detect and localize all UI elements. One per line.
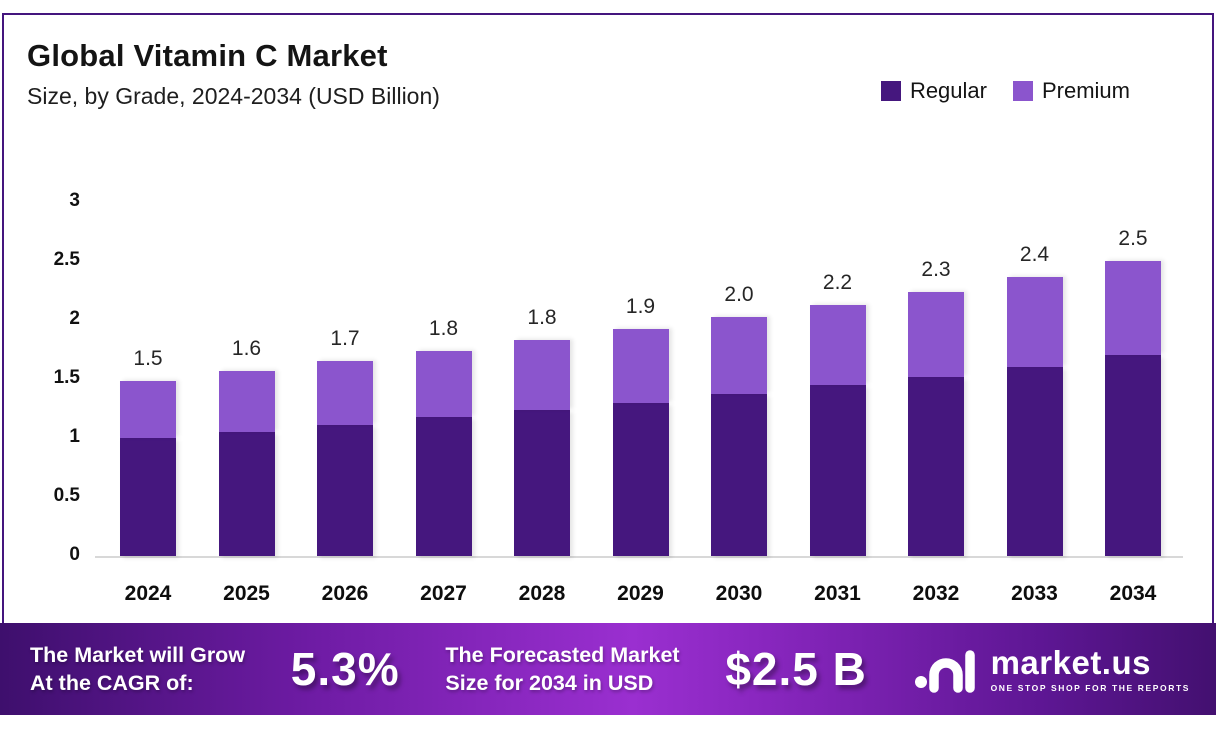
x-axis-label: 2031	[814, 582, 861, 605]
market-us-logo-icon	[914, 650, 975, 693]
bar-segment-regular	[514, 410, 570, 556]
x-axis-label: 2024	[124, 582, 172, 605]
bar-segment-regular	[711, 394, 767, 556]
x-axis-label: 2026	[321, 582, 369, 605]
x-axis-label: 2030	[715, 582, 763, 605]
page-subtitle: Size, by Grade, 2024-2034 (USD Billion)	[27, 83, 440, 109]
cagr-label: The Market will Grow At the CAGR of:	[30, 641, 245, 698]
bar-segment-premium	[415, 351, 472, 417]
bar-segment-regular	[317, 425, 373, 556]
bar-segment-regular	[612, 403, 669, 556]
x-axis-label: 2033	[1011, 582, 1058, 605]
brand-logo: market.us ONE STOP SHOP FOR THE REPORTS	[913, 641, 1190, 697]
chart-legend: Regular Premium	[880, 78, 1130, 104]
y-axis-tick: 1	[69, 426, 80, 447]
bar-total-label: 2.2	[822, 271, 853, 294]
bar-total-label: 1.7	[330, 327, 360, 350]
cagr-label-line2: At the CAGR of:	[30, 671, 194, 695]
y-axis-tick: 3	[69, 190, 80, 211]
x-axis-label: 2029	[617, 582, 664, 605]
bar-segment-premium	[218, 371, 275, 432]
bar-total-label: 2.4	[1019, 243, 1050, 266]
x-axis-label: 2027	[420, 582, 467, 605]
bar-segment-regular	[1006, 367, 1063, 556]
bar-segment-premium	[809, 305, 866, 385]
y-axis-tick: 0.5	[53, 485, 80, 506]
page-title: Global Vitamin C Market	[27, 38, 388, 73]
legend-item-premium: Premium	[1012, 78, 1130, 104]
brand-name: market.us	[990, 643, 1151, 681]
legend-label: Regular	[909, 78, 987, 103]
premium-swatch-icon	[1012, 81, 1033, 101]
bar-total-label: 1.6	[231, 337, 262, 360]
x-axis-label: 2028	[518, 582, 566, 605]
chart-header: Global Vitamin C Market Size, by Grade, …	[27, 38, 440, 110]
bar-segment-premium	[908, 292, 964, 377]
bar-segment-premium	[612, 329, 669, 403]
y-axis-tick: 2	[69, 308, 80, 329]
cagr-label-line1: The Market will Grow	[30, 642, 246, 667]
forecast-value: $2.5 B	[725, 643, 867, 695]
bar-total-label: 2.0	[724, 283, 754, 306]
bar-total-label: 1.8	[428, 317, 459, 340]
forecast-label-line1: The Forecasted Market	[445, 642, 680, 667]
brand-tagline: ONE STOP SHOP FOR THE REPORTS	[990, 682, 1191, 693]
bottom-stats-banner: The Market will Grow At the CAGR of: 5.3…	[0, 623, 1216, 715]
legend-label: Premium	[1041, 78, 1130, 103]
y-axis-tick: 1.5	[53, 367, 80, 388]
bar-segment-premium	[317, 361, 373, 425]
bar-segment-regular	[218, 432, 275, 556]
y-axis-tick: 0	[69, 544, 80, 565]
forecast-label-line2: Size for 2034 in USD	[445, 671, 654, 695]
bar-segment-premium	[120, 381, 176, 438]
bar-total-label: 1.5	[133, 347, 163, 370]
bar-segment-regular	[809, 385, 866, 556]
bar-total-label: 2.3	[921, 258, 951, 281]
legend-item-regular: Regular	[880, 78, 987, 104]
x-axis-label: 2034	[1109, 582, 1157, 605]
x-axis-label: 2025	[223, 582, 270, 605]
bar-segment-premium	[1105, 261, 1161, 355]
forecast-label: The Forecasted Market Size for 2034 in U…	[445, 641, 679, 698]
bar-segment-premium	[711, 317, 767, 394]
bar-total-label: 1.8	[527, 306, 557, 329]
x-axis-baseline	[95, 556, 1183, 558]
cagr-value: 5.3%	[290, 643, 400, 695]
bar-segment-regular	[415, 417, 472, 556]
regular-swatch-icon	[880, 81, 901, 101]
bar-total-label: 1.9	[625, 295, 656, 318]
bar-segment-premium	[1006, 277, 1063, 367]
bar-segment-regular	[908, 377, 964, 556]
y-axis-tick: 2.5	[53, 249, 80, 270]
bar-total-label: 2.5	[1118, 227, 1148, 250]
bar-segment-regular	[1105, 355, 1161, 556]
bar-segment-premium	[514, 340, 570, 410]
x-axis-label: 2032	[912, 582, 960, 605]
bar-segment-regular	[120, 438, 176, 556]
brand-text: market.us ONE STOP SHOP FOR THE REPORTS	[991, 646, 1190, 693]
